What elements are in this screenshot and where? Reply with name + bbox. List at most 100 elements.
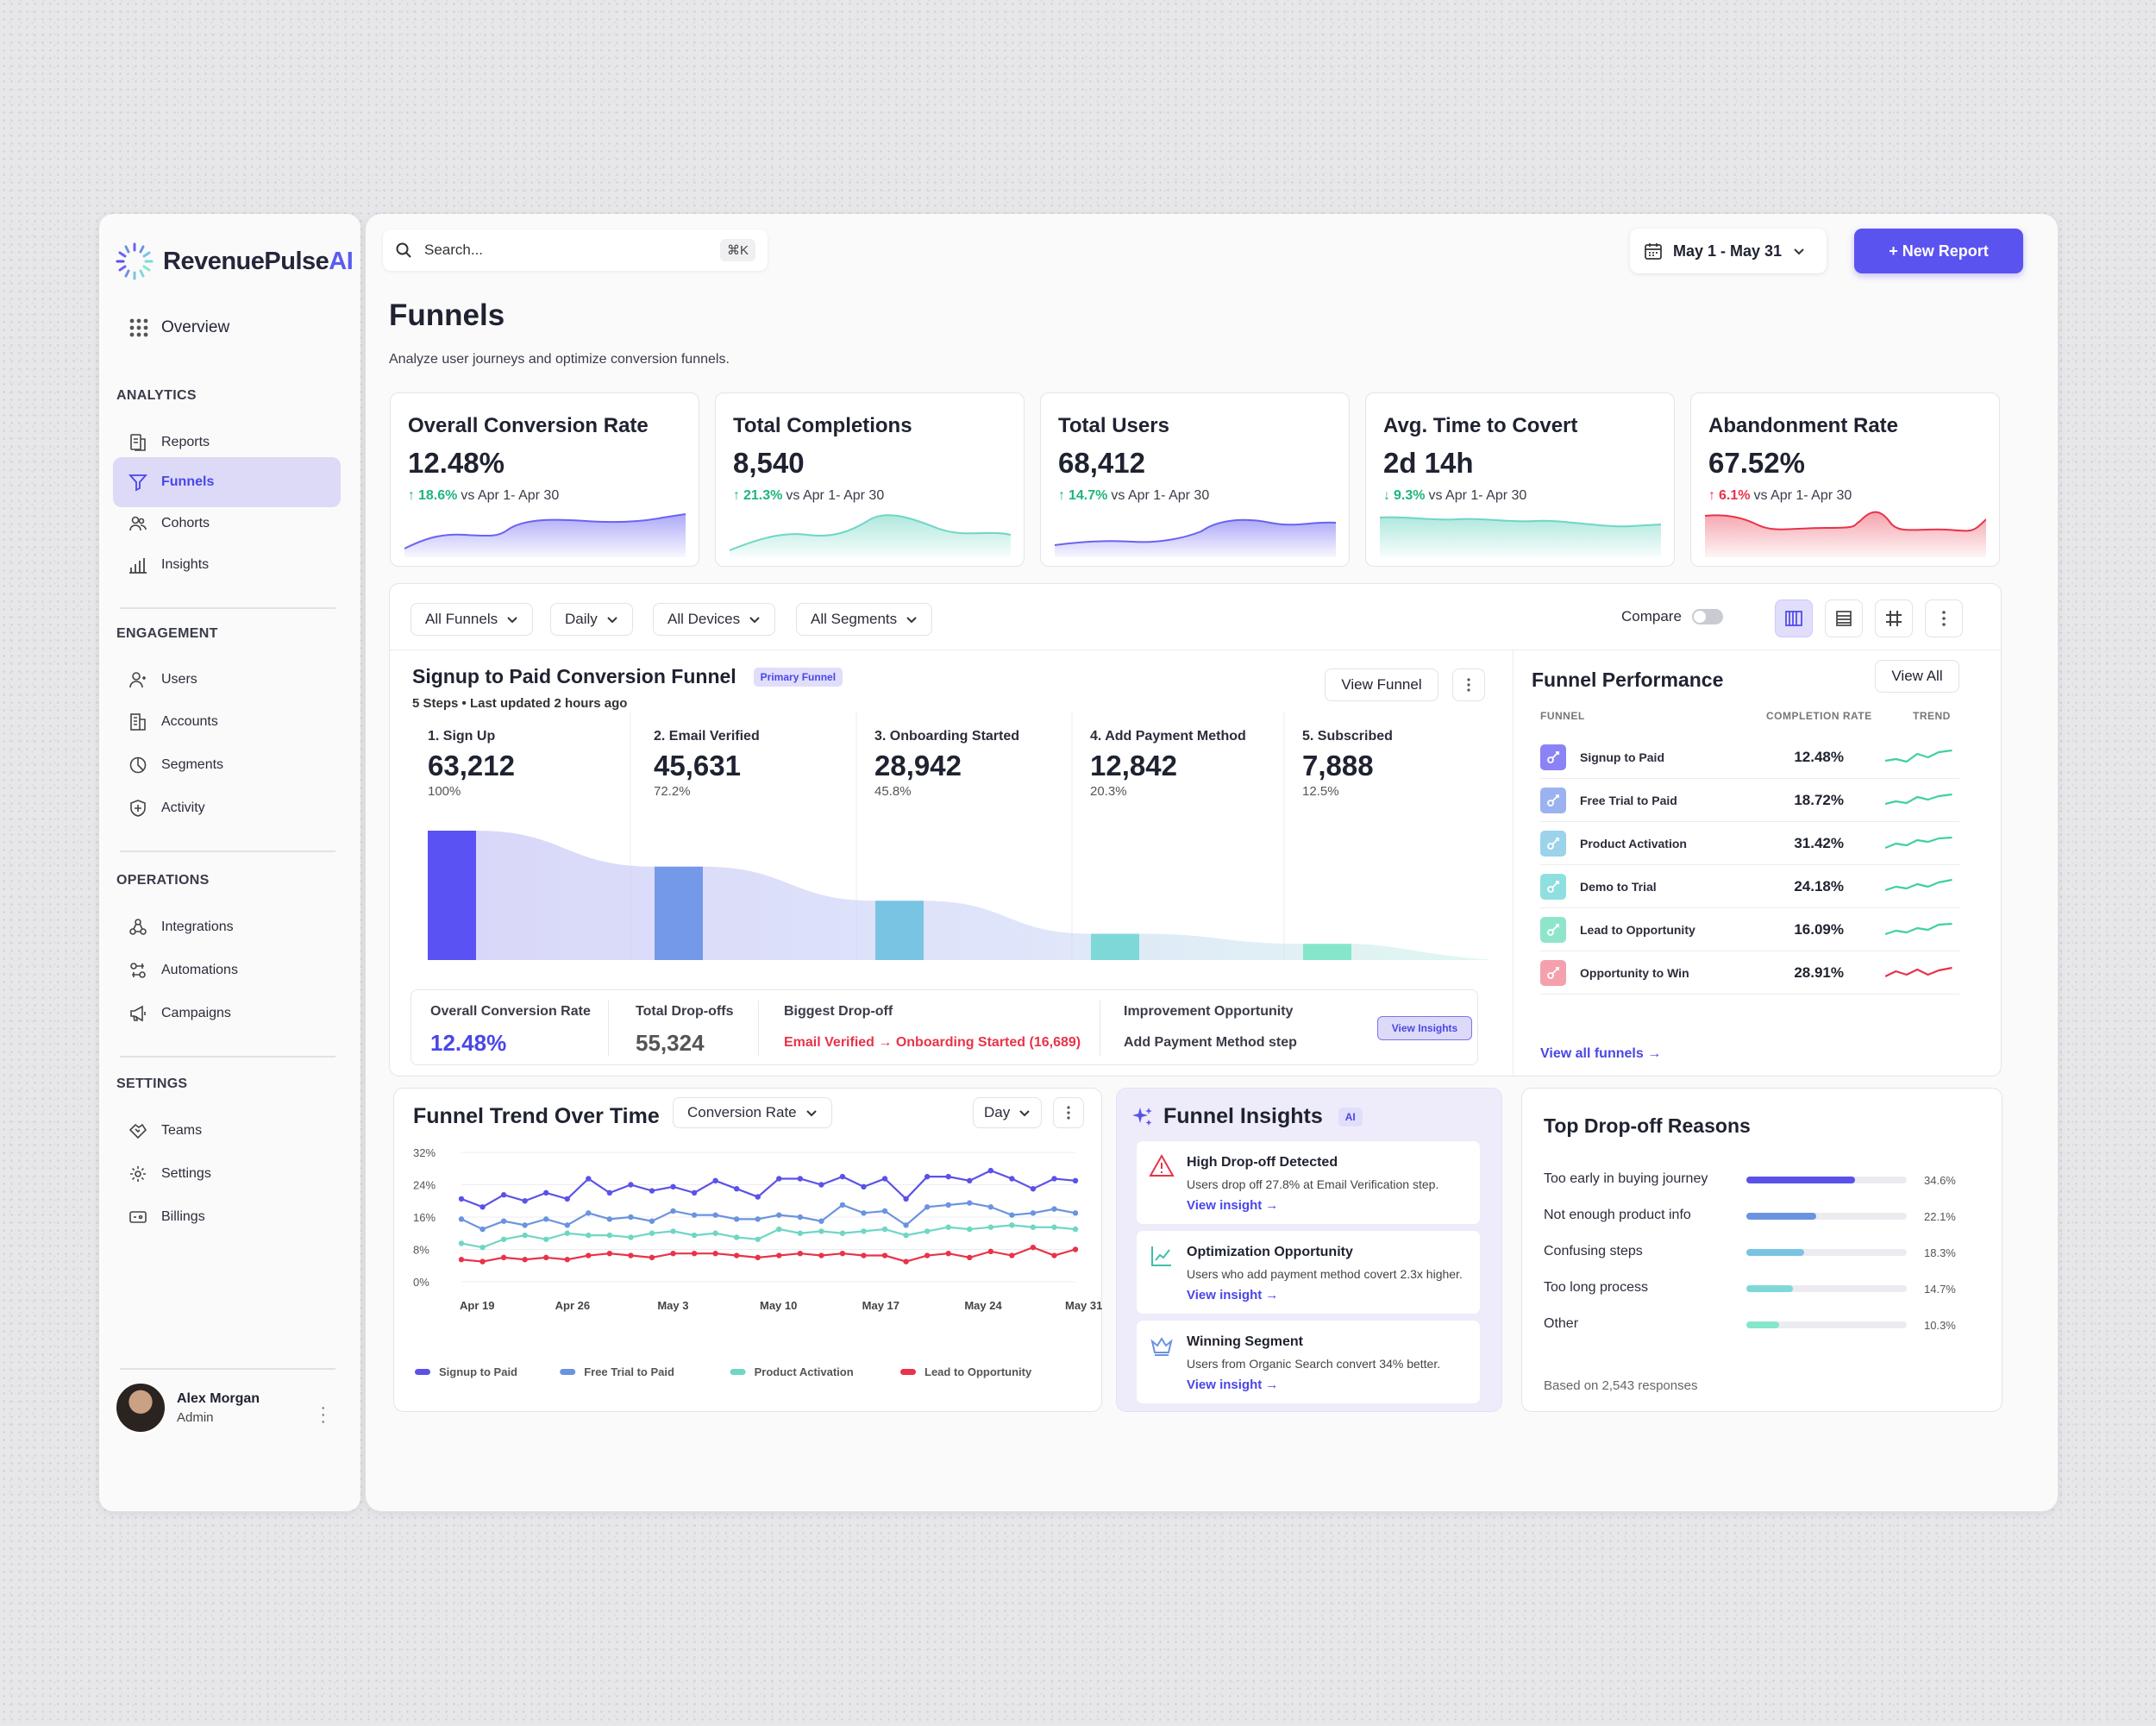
- filter-segments[interactable]: All Segments: [796, 603, 933, 636]
- funnel-bar[interactable]: [875, 901, 924, 960]
- toggle-switch[interactable]: [1691, 609, 1723, 624]
- view-columns-button[interactable]: [1775, 599, 1813, 637]
- view-insight-link[interactable]: View insight →: [1187, 1378, 1279, 1392]
- summary-label: Biggest Drop-off: [784, 1004, 893, 1019]
- data-point: [776, 1252, 782, 1258]
- funnel-step-1[interactable]: 1. Sign Up 63,212 100%: [428, 729, 515, 799]
- view-insight-link[interactable]: View insight →: [1187, 1288, 1279, 1302]
- performance-row[interactable]: Opportunity to Win 28.91%: [1540, 951, 1959, 995]
- filter-devices[interactable]: All Devices: [653, 603, 776, 636]
- insight-item[interactable]: High Drop-off Detected Users drop off 27…: [1136, 1140, 1481, 1225]
- kpi-card-abandonment-rate[interactable]: Abandonment Rate 67.52% ↑ 6.1% vs Apr 1- A…: [1690, 392, 2000, 567]
- sidebar-item-overview[interactable]: Overview: [128, 317, 229, 338]
- view-insights-button[interactable]: View Insights: [1377, 1016, 1472, 1040]
- sidebar-item-reports[interactable]: Reports: [113, 417, 341, 468]
- performance-row[interactable]: Free Trial to Paid 18.72%: [1540, 779, 1959, 822]
- kpi-card-conversion-rate[interactable]: Overall Conversion Rate 12.48% ↑ 18.6% vs …: [390, 392, 699, 567]
- page-title: Funnels: [389, 298, 505, 332]
- chevron-down-icon: [749, 617, 760, 624]
- view-all-button[interactable]: View All: [1875, 660, 1959, 693]
- crown-icon: [1150, 1337, 1173, 1356]
- view-funnel-button[interactable]: View Funnel: [1325, 668, 1438, 701]
- performance-row[interactable]: Signup to Paid 12.48%: [1540, 736, 1959, 779]
- data-point: [522, 1198, 528, 1204]
- sidebar-item-accounts[interactable]: Accounts: [113, 697, 341, 747]
- compare-toggle[interactable]: Compare: [1621, 608, 1723, 625]
- kpi-card-time-to-convert[interactable]: Avg. Time to Covert 2d 14h ↓ 9.3% vs Apr 1…: [1365, 392, 1675, 567]
- kpi-card-total-users[interactable]: Total Users 68,412 ↑ 14.7% vs Apr 1- Apr 3…: [1040, 392, 1350, 567]
- reason-bar-fill: [1746, 1177, 1856, 1183]
- trend-sparkline: [1885, 966, 1952, 977]
- funnel-more-button[interactable]: [1452, 668, 1485, 701]
- performance-row[interactable]: Product Activation 31.42%: [1540, 822, 1959, 865]
- kpi-compare: vs Apr 1- Apr 30: [1428, 488, 1527, 503]
- insight-description: Users from Organic Search convert 34% be…: [1187, 1357, 1441, 1371]
- insight-item[interactable]: Optimization Opportunity Users who add p…: [1136, 1230, 1481, 1315]
- view-grid-button[interactable]: [1875, 599, 1913, 637]
- app-logo[interactable]: RevenuePulseAI: [115, 242, 354, 281]
- sidebar-item-integrations[interactable]: Integrations: [113, 902, 341, 952]
- filter-interval[interactable]: Daily: [550, 603, 633, 636]
- funnel-type-icon: [1540, 787, 1566, 813]
- sidebar-item-users[interactable]: Users: [113, 655, 341, 705]
- sidebar-item-settings[interactable]: Settings: [113, 1149, 341, 1199]
- funnel-bar[interactable]: [1303, 944, 1351, 960]
- sidebar-item-label: Activity: [161, 800, 205, 815]
- performance-row[interactable]: Lead to Opportunity 16.09%: [1540, 908, 1959, 951]
- reason-bar: [1746, 1321, 1907, 1328]
- trend-more-button[interactable]: [1053, 1097, 1084, 1128]
- funnel-bar[interactable]: [655, 866, 703, 960]
- sidebar-divider: [120, 607, 335, 609]
- more-options-button[interactable]: [1925, 599, 1963, 637]
- sidebar-item-automations[interactable]: Automations: [113, 945, 341, 995]
- search-icon: [396, 242, 411, 258]
- view-list-button[interactable]: [1825, 599, 1863, 637]
- reason-label: Too long process: [1544, 1280, 1648, 1295]
- funnel-step-5[interactable]: 5. Subscribed 7,888 12.5%: [1302, 729, 1393, 799]
- funnel-step-4[interactable]: 4. Add Payment Method 12,842 20.3%: [1090, 729, 1246, 799]
- insight-item[interactable]: Winning Segment Users from Organic Searc…: [1136, 1320, 1481, 1404]
- funnel-step-2[interactable]: 2. Email Verified 45,631 72.2%: [654, 729, 760, 799]
- y-tick-label: 32%: [413, 1146, 436, 1159]
- reason-bar: [1746, 1177, 1907, 1183]
- data-point: [733, 1252, 740, 1258]
- data-point: [818, 1252, 824, 1258]
- sidebar-item-segments[interactable]: Segments: [113, 740, 341, 790]
- sidebar-item-funnels[interactable]: Funnels: [113, 457, 341, 507]
- new-report-button[interactable]: + New Report: [1854, 229, 2023, 273]
- dropoff-card: Top Drop-off Reasons Too early in buying…: [1521, 1088, 2002, 1412]
- search-input[interactable]: Search... ⌘K: [383, 229, 768, 271]
- funnel-bar[interactable]: [428, 831, 476, 960]
- kpi-card-completions[interactable]: Total Completions 8,540 ↑ 21.3% vs Apr 1- …: [715, 392, 1025, 567]
- data-point: [1009, 1222, 1015, 1228]
- data-point: [586, 1252, 592, 1258]
- user-profile[interactable]: Alex Morgan Admin: [115, 1382, 260, 1434]
- data-point: [945, 1250, 951, 1257]
- funnel-bar[interactable]: [1091, 933, 1139, 960]
- sidebar-item-campaigns[interactable]: Campaigns: [113, 989, 341, 1039]
- sidebar-item-teams[interactable]: Teams: [113, 1106, 341, 1156]
- filter-funnels[interactable]: All Funnels: [411, 603, 534, 636]
- date-range-label: May 1 - May 31: [1673, 242, 1783, 260]
- trend-metric-select[interactable]: Conversion Rate: [673, 1097, 832, 1128]
- data-point: [1030, 1244, 1037, 1251]
- data-point: [755, 1194, 761, 1200]
- sidebar-item-cohorts[interactable]: Cohorts: [113, 499, 341, 549]
- funnel-step-3[interactable]: 3. Onboarding Started 28,942 45.8%: [874, 729, 1019, 799]
- date-range-picker[interactable]: May 1 - May 31: [1630, 229, 1827, 273]
- sidebar-item-activity[interactable]: Activity: [113, 783, 341, 833]
- sidebar-item-insights[interactable]: Insights: [113, 540, 341, 590]
- data-point: [861, 1183, 867, 1190]
- performance-funnel-name: Signup to Paid: [1580, 750, 1664, 764]
- user-menu-icon[interactable]: · · ·: [320, 1398, 326, 1431]
- performance-row[interactable]: Demo to Trial 24.18%: [1540, 865, 1959, 908]
- view-all-funnels-link[interactable]: View all funnels →: [1540, 1046, 1662, 1061]
- trend-interval-select[interactable]: Day: [973, 1097, 1043, 1128]
- performance-title: Funnel Performance: [1532, 668, 1724, 691]
- trend-line-chart: 32% 24% 16% 8% 0% Apr 19 Apr 26 May 3 May 10 May …: [413, 1146, 1102, 1378]
- kpi-change: ↑ 21.3% vs Apr 1- Apr 30: [733, 488, 884, 504]
- data-point: [649, 1218, 655, 1224]
- reason-percent: 18.3%: [1924, 1246, 1956, 1259]
- sidebar-item-billings[interactable]: Billings: [113, 1192, 341, 1242]
- view-insight-link[interactable]: View insight →: [1187, 1198, 1279, 1213]
